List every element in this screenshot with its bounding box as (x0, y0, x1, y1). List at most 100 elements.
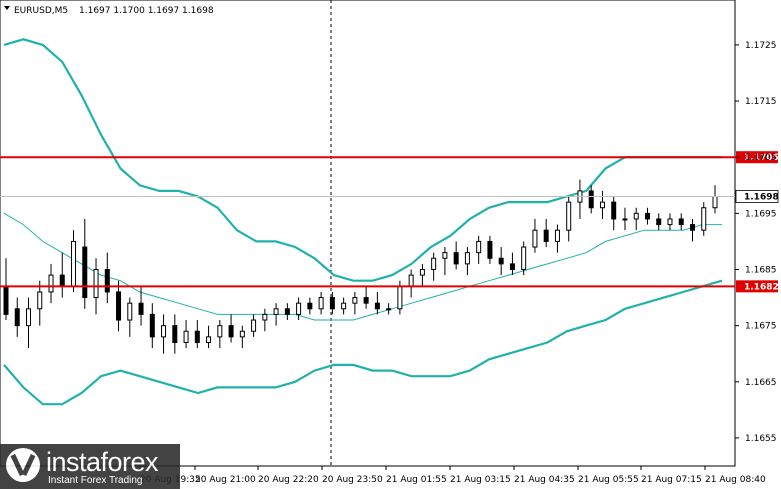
candle (239, 325, 245, 349)
candle (521, 241, 527, 276)
candle-body (284, 308, 290, 315)
candle-body (363, 297, 369, 304)
candle-body (509, 263, 515, 270)
candle (82, 218, 88, 309)
x-tick-label: 20 Aug 21:00 (195, 475, 256, 485)
level-price-label: 1.1705 (744, 153, 779, 163)
candle (116, 280, 122, 332)
candle (419, 263, 425, 287)
candle (138, 286, 144, 326)
ohlc-readout: 1.1697 1.1700 1.1697 1.1698 (79, 6, 214, 16)
band-middle-line (3, 212, 722, 321)
candle (48, 263, 54, 304)
candle-body (217, 325, 223, 338)
x-tick-label: 21 Aug 01:55 (386, 475, 447, 485)
candles (3, 179, 718, 354)
candle-body (48, 274, 54, 293)
candle (307, 297, 313, 315)
candle (442, 247, 448, 276)
candle-body (464, 252, 470, 265)
candle-body (712, 196, 718, 209)
current-price-label: 1.1698 (744, 193, 779, 203)
candle-body (251, 319, 257, 332)
candle (599, 190, 605, 219)
brand-watermark: instaforex Instant Forex Trading (0, 444, 180, 489)
candle (622, 207, 628, 231)
candle-body (14, 308, 20, 327)
candle-body (116, 291, 122, 321)
candle-body (386, 308, 392, 311)
candle (678, 213, 684, 231)
candle-body (431, 257, 437, 270)
candle-body (678, 218, 684, 226)
candle-body (183, 330, 189, 343)
candle-body (408, 274, 414, 287)
instaforex-logo-icon (6, 448, 40, 482)
candle-body (689, 224, 695, 231)
triangle-down-icon[interactable] (4, 6, 10, 10)
y-tick-label: 1.1675 (745, 322, 777, 332)
candle-body (554, 229, 560, 242)
candle-body (656, 218, 662, 226)
candle (284, 303, 290, 321)
candle (318, 291, 324, 315)
candle (262, 308, 268, 332)
candle-body (104, 268, 110, 293)
logo-name: instaforex (46, 447, 159, 477)
candle (498, 247, 504, 276)
candle (14, 297, 20, 337)
candle (656, 213, 662, 231)
support-resistance-levels: 1.1705 1.1682 1.1698 (0, 151, 779, 293)
candle-body (127, 302, 133, 321)
candle-body (521, 246, 527, 270)
candle (543, 218, 549, 248)
level-price-tag (736, 280, 778, 293)
candle (161, 314, 167, 354)
candle-body (93, 268, 99, 299)
candle (352, 291, 358, 315)
x-tick-label: 21 Aug 04:35 (514, 475, 575, 485)
candle-body (206, 336, 212, 343)
x-tick-label: 21 Aug 05:55 (578, 475, 639, 485)
candle (476, 235, 482, 264)
candle (701, 202, 707, 236)
candle-body (228, 325, 234, 338)
candle (206, 325, 212, 349)
candle-body (599, 201, 605, 209)
candle-body (532, 229, 538, 248)
y-tick-label: 1.1665 (745, 378, 777, 388)
candle-body (3, 285, 9, 315)
candle-body (149, 313, 155, 338)
candle (667, 213, 673, 231)
candle-body (476, 240, 482, 254)
candle (374, 291, 380, 315)
price-axis: 1.1725 1.1715 1.1705 1.1695 1.1685 1.1675 1.16… (735, 41, 777, 444)
candle (26, 297, 32, 349)
y-tick-label: 1.1655 (745, 434, 777, 444)
bollinger-bands (3, 38, 723, 406)
candle (566, 196, 572, 242)
candle (554, 224, 560, 253)
candle-body (453, 252, 459, 265)
candle (149, 303, 155, 349)
y-tick-label: 1.1705 (745, 153, 777, 163)
y-tick-label: 1.1695 (745, 209, 777, 219)
candle-body (194, 330, 200, 343)
candle-body (419, 268, 425, 276)
candle-body (82, 246, 88, 299)
candle-body (633, 212, 639, 220)
candle-body (71, 240, 77, 287)
candle (633, 207, 639, 231)
candle-body (622, 218, 628, 221)
candle (431, 252, 437, 281)
candle (104, 252, 110, 304)
candle-body (611, 201, 617, 220)
candle (453, 241, 459, 270)
candle-body (397, 285, 403, 310)
level-price-label: 1.1682 (744, 282, 779, 292)
candle (37, 280, 43, 326)
candle (172, 314, 178, 354)
candle-body (543, 229, 549, 242)
